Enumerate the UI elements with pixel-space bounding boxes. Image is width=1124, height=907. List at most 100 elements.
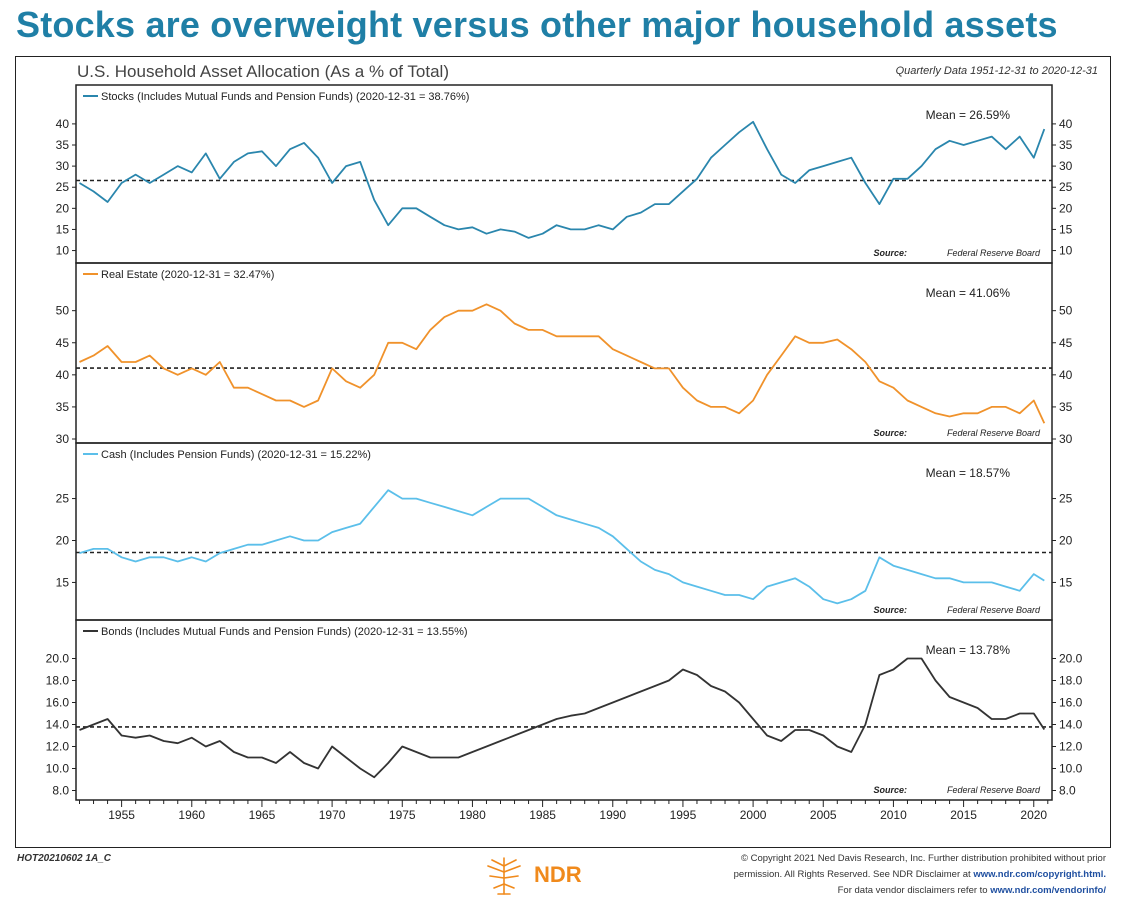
stocks-panel: 10 10 15 15 20 20 25 25 30 30 35 35 40 40 Stocks (Incl…: [56, 84, 1073, 264]
stocks-ytick-label-left: 35: [56, 138, 70, 152]
x-tick-label: 1980: [459, 808, 486, 822]
real-estate-ytick-label-left: 30: [56, 432, 70, 446]
copyright-line-1: © Copyright 2021 Ned Davis Research, Inc…: [740, 853, 1106, 864]
stocks-ytick-label-right: 30: [1059, 159, 1073, 173]
bonds-ytick-label-right: 16.0: [1059, 696, 1083, 710]
cash-ytick-label-left: 15: [56, 575, 70, 589]
cash-series-line: [79, 489, 1045, 605]
bonds-ytick-label-left: 10.0: [46, 762, 70, 776]
stocks-series-title: Stocks (Includes Mutual Funds and Pensio…: [101, 91, 469, 103]
bonds-ytick-label-left: 20.0: [46, 652, 70, 666]
x-tick-label: 1995: [670, 808, 697, 822]
bonds-panel-border: [75, 619, 1053, 801]
cash-ytick-label-right: 15: [1059, 575, 1073, 589]
cash-source-label: Source:: [873, 605, 907, 615]
bonds-ytick-label-left: 14.0: [46, 718, 70, 732]
bonds-ytick-label-left: 12.0: [46, 740, 70, 754]
x-tick-label: 2015: [950, 808, 977, 822]
stocks-ytick-label-right: 35: [1059, 138, 1073, 152]
stocks-ytick-label-left: 15: [56, 222, 70, 236]
x-tick-label: 1970: [319, 808, 346, 822]
x-tick-label: 2000: [740, 808, 767, 822]
x-tick-label: 2005: [810, 808, 837, 822]
ndr-logo-icon: [487, 857, 521, 895]
copyright-link[interactable]: www.ndr.com/copyright.html.: [973, 869, 1106, 880]
cash-source-value: Federal Reserve Board: [947, 605, 1041, 615]
cash-ytick-label-right: 20: [1059, 534, 1073, 548]
x-tick-label: 1965: [249, 808, 276, 822]
real-estate-ytick-label-right: 30: [1059, 432, 1073, 446]
cash-mean-label: Mean = 18.57%: [926, 466, 1011, 480]
real-estate-ytick-label-right: 50: [1059, 304, 1073, 318]
stocks-ytick-label-left: 30: [56, 159, 70, 173]
cash-panel: 15 15 20 20 25 25 Cash (Includes Pension Funds…: [56, 442, 1073, 621]
bonds-mean-label: Mean = 13.78%: [926, 643, 1011, 657]
stocks-ytick-label-left: 20: [56, 201, 70, 215]
copyright-line-2: permission. All Rights Reserved. See NDR…: [733, 869, 1106, 880]
cash-series-title: Cash (Includes Pension Funds) (2020-12-3…: [101, 449, 371, 461]
x-tick-label: 2010: [880, 808, 907, 822]
stocks-ytick-label-right: 10: [1059, 244, 1073, 258]
real-estate-panel: 30 30 35 35 40 40 45 45 50 50 Real Estate (2020-12…: [56, 262, 1073, 446]
bonds-ytick-label-left: 16.0: [46, 696, 70, 710]
bonds-ytick-label-right: 18.0: [1059, 674, 1083, 688]
ndr-logo-text: NDR: [534, 862, 582, 887]
x-axis: 1955 1960 1965 1970 1975 1980 1985 1990 1995 2000…: [79, 800, 1049, 822]
cash-panel-border: [75, 442, 1053, 621]
real-estate-source-label: Source:: [873, 428, 907, 438]
vendor-info-link[interactable]: www.ndr.com/vendorinfo/: [990, 885, 1106, 896]
real-estate-series-title: Real Estate (2020-12-31 = 32.47%): [101, 269, 274, 281]
x-tick-label: 1985: [529, 808, 556, 822]
x-tick-label: 2020: [1020, 808, 1047, 822]
cash-ytick-label-right: 25: [1059, 492, 1073, 506]
cash-ytick-label-left: 25: [56, 492, 70, 506]
stocks-panel-border: [75, 84, 1053, 264]
real-estate-mean-label: Mean = 41.06%: [926, 286, 1011, 300]
real-estate-panel-border: [75, 262, 1053, 444]
bonds-ytick-label-right: 20.0: [1059, 652, 1083, 666]
real-estate-ytick-label-right: 45: [1059, 336, 1073, 350]
bonds-ytick-label-right: 10.0: [1059, 762, 1083, 776]
bonds-ytick-label-right: 12.0: [1059, 740, 1083, 754]
real-estate-series-line: [79, 303, 1046, 424]
x-tick-label: 1955: [108, 808, 135, 822]
real-estate-ytick-label-right: 35: [1059, 400, 1073, 414]
bonds-series-title: Bonds (Includes Mutual Funds and Pension…: [101, 626, 468, 638]
stocks-source-label: Source:: [873, 248, 907, 258]
data-range-label: Quarterly Data 1951-12-31 to 2020-12-31: [895, 65, 1098, 77]
stocks-ytick-label-left: 10: [56, 244, 70, 258]
bonds-ytick-label-left: 8.0: [52, 784, 69, 798]
chart-subtitle: U.S. Household Asset Allocation (As a % …: [77, 62, 449, 81]
bonds-series-line: [79, 657, 1046, 779]
x-tick-label: 1990: [599, 808, 626, 822]
chart-frame: [15, 56, 1111, 848]
x-tick-label: 1960: [178, 808, 205, 822]
footer-code: HOT20210602 1A_C: [17, 853, 111, 864]
stocks-mean-label: Mean = 26.59%: [926, 108, 1011, 122]
stocks-ytick-label-left: 40: [56, 117, 70, 131]
stocks-ytick-label-right: 15: [1059, 222, 1073, 236]
real-estate-ytick-label-left: 50: [56, 304, 70, 318]
real-estate-ytick-label-left: 40: [56, 368, 70, 382]
bonds-panel: 8.0 8.0 10.0 10.0 12.0 12.0 14.0 14.0 16.0 16.0 18…: [46, 619, 1083, 801]
copyright-notice: © Copyright 2021 Ned Davis Research, Inc…: [586, 851, 1106, 899]
real-estate-ytick-label-left: 45: [56, 336, 70, 350]
bonds-ytick-label-left: 18.0: [46, 674, 70, 688]
real-estate-ytick-label-right: 40: [1059, 368, 1073, 382]
stocks-ytick-label-right: 25: [1059, 180, 1073, 194]
bonds-ytick-label-right: 8.0: [1059, 784, 1076, 798]
stocks-ytick-label-left: 25: [56, 180, 70, 194]
headline: Stocks are overweight versus other major…: [16, 4, 1058, 45]
copyright-line-3: For data vendor disclaimers refer to www…: [837, 885, 1106, 896]
real-estate-ytick-label-left: 35: [56, 400, 70, 414]
stocks-source-value: Federal Reserve Board: [947, 248, 1041, 258]
bonds-ytick-label-right: 14.0: [1059, 718, 1083, 732]
bonds-source-value: Federal Reserve Board: [947, 785, 1041, 795]
cash-ytick-label-left: 20: [56, 534, 70, 548]
stocks-ytick-label-right: 40: [1059, 117, 1073, 131]
stocks-ytick-label-right: 20: [1059, 201, 1073, 215]
real-estate-source-value: Federal Reserve Board: [947, 428, 1041, 438]
x-tick-label: 1975: [389, 808, 416, 822]
stocks-series-line: [79, 120, 1046, 239]
